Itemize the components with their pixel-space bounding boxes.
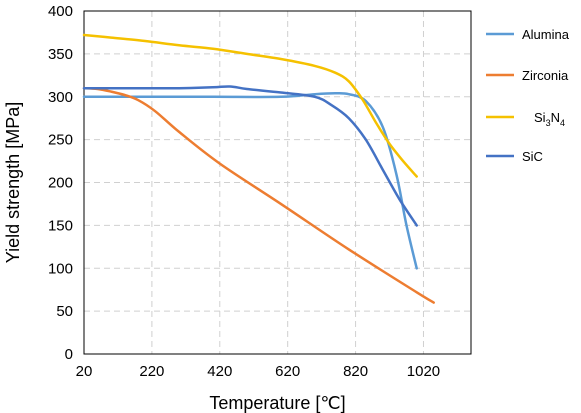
x-tick-label: 620 — [275, 363, 300, 380]
series-line-sic — [82, 85, 418, 227]
x-tick-label: 820 — [343, 363, 368, 380]
legend-label-si3n4: Si3N4 — [534, 110, 565, 128]
y-tick-label: 100 — [48, 260, 73, 277]
y-tick-label: 300 — [48, 89, 73, 106]
y-tick-label: 400 — [48, 3, 73, 20]
series-line-zirconia — [82, 86, 435, 304]
x-tick-label: 20 — [76, 363, 93, 380]
x-tick-label: 220 — [139, 363, 164, 380]
x-tick-label: 1020 — [407, 363, 440, 380]
legend-label-zirconia: Zirconia — [522, 68, 569, 83]
legend: Alumina Zirconia Si3N4 SiC — [486, 27, 570, 164]
y-tick-labels: 0 50 100 150 200 250 300 350 400 — [48, 3, 73, 363]
y-tick-label: 200 — [48, 175, 73, 192]
y-tick-label: 150 — [48, 217, 73, 234]
x-tick-label: 420 — [207, 363, 232, 380]
legend-label-sic: SiC — [522, 149, 543, 164]
y-axis-title: Yield strength [MPa] — [3, 102, 23, 263]
series-layer — [82, 33, 435, 304]
y-tick-label: 250 — [48, 132, 73, 149]
series-line-alumina — [82, 91, 418, 270]
y-tick-label: 350 — [48, 46, 73, 63]
y-tick-label: 0 — [65, 346, 73, 363]
y-tick-label: 50 — [56, 303, 73, 320]
x-axis-title: Temperature [℃] — [209, 393, 345, 413]
series-line-si3n4 — [82, 33, 418, 178]
legend-label-alumina: Alumina — [522, 27, 570, 42]
x-tick-labels: 20 220 420 620 820 1020 — [76, 363, 441, 380]
grid — [84, 11, 471, 354]
plot-frame — [83, 10, 472, 355]
